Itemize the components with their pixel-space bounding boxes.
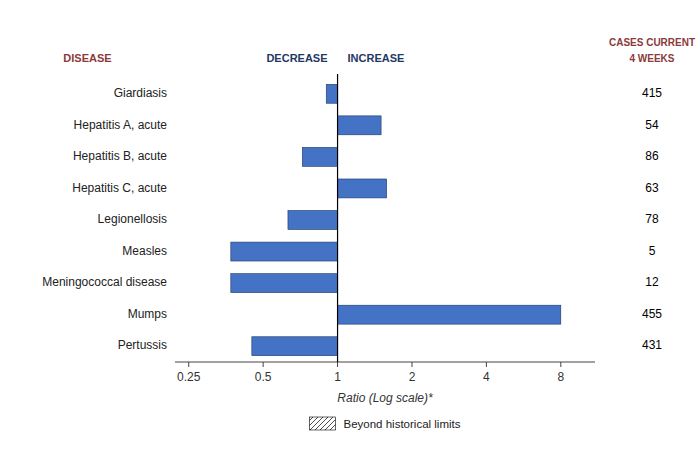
x-tick-label: 8 <box>557 370 564 384</box>
bar <box>338 179 387 198</box>
legend-label: Beyond historical limits <box>344 418 461 430</box>
bar <box>338 305 561 324</box>
x-tick-label: 0.5 <box>255 370 272 384</box>
bar <box>231 274 338 293</box>
x-tick <box>486 362 487 367</box>
bar <box>326 84 337 103</box>
case-count: 455 <box>642 307 662 321</box>
x-axis-label: Ratio (Log scale)* <box>337 391 433 405</box>
x-tick <box>188 362 189 367</box>
column-header: CASES CURRENT <box>609 37 695 48</box>
category-label: Measles <box>122 244 167 258</box>
x-tick-label: 1 <box>334 370 341 384</box>
category-label: Legionellosis <box>98 212 167 226</box>
category-label: Hepatitis C, acute <box>72 181 167 195</box>
x-tick <box>560 362 561 367</box>
x-axis-line <box>175 362 595 363</box>
x-tick <box>411 362 412 367</box>
chart-container: Giardiasis Hepatitis A, acute Hepatitis B,… <box>0 0 700 458</box>
case-count: 54 <box>645 118 659 132</box>
column-header: DECREASE <box>266 52 327 64</box>
case-count: 63 <box>645 181 659 195</box>
bar <box>288 211 338 230</box>
reference-line <box>337 74 338 362</box>
chart-svg: Giardiasis Hepatitis A, acute Hepatitis B,… <box>0 0 700 458</box>
x-tick-label: 4 <box>483 370 490 384</box>
case-count: 86 <box>645 149 659 163</box>
bars <box>231 84 561 355</box>
x-tick-label: 0.25 <box>177 370 201 384</box>
bar <box>231 242 338 261</box>
category-label: Meningococcal disease <box>42 275 167 289</box>
category-label: Hepatitis A, acute <box>74 118 168 132</box>
bar <box>252 337 338 356</box>
x-tick <box>263 362 264 367</box>
category-label: Hepatitis B, acute <box>73 149 167 163</box>
bar <box>302 147 337 166</box>
column-header: 4 WEEKS <box>629 53 674 64</box>
case-count: 5 <box>649 244 656 258</box>
category-label: Mumps <box>128 307 167 321</box>
category-label: Giardiasis <box>114 86 167 100</box>
case-count: 12 <box>645 275 659 289</box>
category-label: Pertussis <box>118 338 167 352</box>
case-count: 431 <box>642 338 662 352</box>
bar <box>338 116 382 135</box>
legend-swatch <box>310 417 336 430</box>
column-header: INCREASE <box>348 52 405 64</box>
legend: Beyond historical limits <box>310 417 461 430</box>
column-header: DISEASE <box>63 52 111 64</box>
case-count: 78 <box>645 212 659 226</box>
x-tick-label: 2 <box>409 370 416 384</box>
x-tick <box>337 362 338 367</box>
case-count: 415 <box>642 86 662 100</box>
